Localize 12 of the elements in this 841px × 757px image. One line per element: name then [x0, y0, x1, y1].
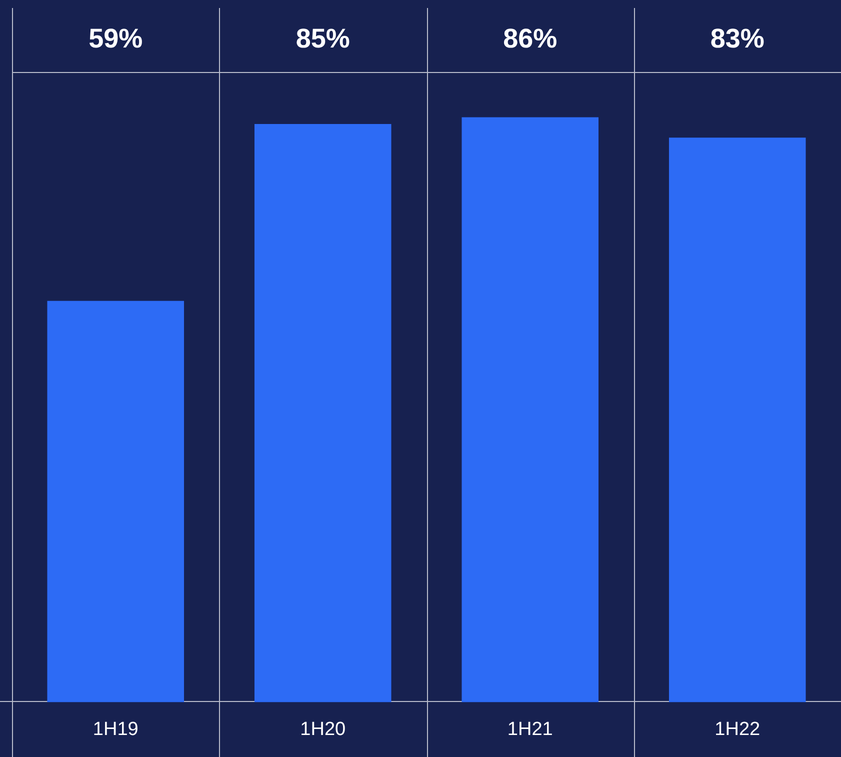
bar [462, 117, 599, 702]
data-label: 83% [710, 23, 764, 54]
data-label: 59% [88, 23, 143, 54]
x-tick-label: 1H22 [714, 718, 760, 740]
data-label: 85% [296, 23, 350, 54]
data-label: 86% [503, 23, 558, 54]
bar [668, 138, 806, 702]
bar [254, 124, 392, 702]
x-tick-label: 1H19 [92, 718, 138, 740]
x-tick-label: 1H21 [507, 718, 553, 740]
bar [47, 300, 184, 702]
x-tick-label: 1H20 [300, 718, 346, 740]
